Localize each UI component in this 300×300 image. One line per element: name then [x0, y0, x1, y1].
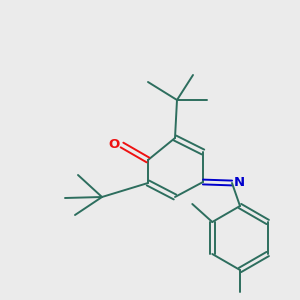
Text: O: O [108, 138, 119, 151]
Text: N: N [234, 176, 245, 189]
